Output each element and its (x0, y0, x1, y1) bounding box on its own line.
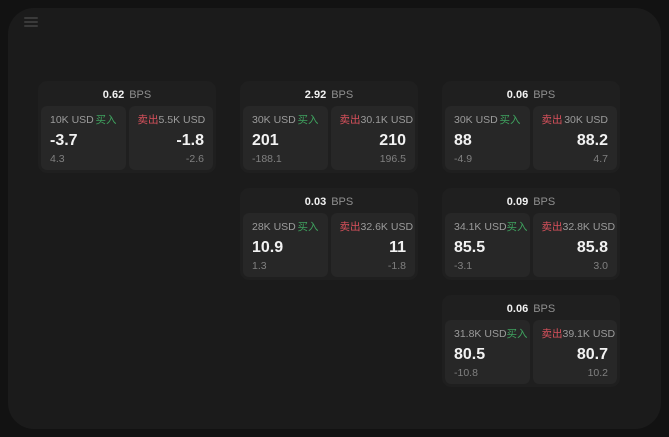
buy-label: 买入 (297, 114, 319, 126)
sell-price: 80.7 (576, 345, 608, 363)
bps-label: BPS (533, 196, 556, 208)
buy-label: 买入 (506, 221, 528, 233)
bps-label: BPS (129, 89, 152, 101)
quote-card: 0.03 BPS 28K USD 买入 10.9 1.3 卖出 32.6K US… (240, 188, 418, 280)
quote-panels: 31.8K USD 买入 80.5 -10.8 卖出 39.1K USD 80.… (445, 320, 617, 384)
quote-cards-grid: 0.62 BPS 10K USD 买入 -3.7 4.3 卖出 5.5K USD… (38, 81, 620, 387)
sell-label: 卖出 (541, 221, 563, 233)
buy-amount: 30K USD (454, 114, 498, 126)
sell-panel[interactable]: 卖出 30.1K USD 210 196.5 (330, 106, 415, 170)
buy-panel[interactable]: 30K USD 买入 201 -188.1 (243, 106, 328, 170)
app-window: 0.62 BPS 10K USD 买入 -3.7 4.3 卖出 5.5K USD… (8, 8, 661, 429)
sell-delta: -2.6 (185, 153, 204, 165)
bps-value: 0.06 (506, 89, 529, 101)
quote-card: 0.06 BPS 30K USD 买入 88 -4.9 卖出 30K USD 8… (442, 81, 620, 173)
buy-panel[interactable]: 10K USD 买入 -3.7 4.3 (41, 106, 126, 170)
bps-value: 0.62 (102, 89, 125, 101)
sell-panel[interactable]: 卖出 32.8K USD 85.8 3.0 (532, 213, 617, 277)
sell-amount: 5.5K USD (158, 114, 206, 126)
card-header: 2.92 BPS (243, 84, 415, 106)
sell-label: 卖出 (339, 114, 361, 126)
buy-label: 买入 (297, 221, 319, 233)
sell-amount: 30.1K USD (360, 114, 414, 126)
buy-label: 买入 (95, 114, 117, 126)
buy-delta: -10.8 (454, 367, 478, 379)
buy-label: 买入 (506, 328, 528, 340)
buy-delta: -3.1 (454, 260, 473, 272)
buy-amount: 10K USD (50, 114, 94, 126)
sell-price: 210 (379, 131, 406, 149)
buy-panel[interactable]: 31.8K USD 买入 80.5 -10.8 (445, 320, 530, 384)
quote-card: 2.92 BPS 30K USD 买入 201 -188.1 卖出 30.1K … (240, 81, 418, 173)
sell-delta: 10.2 (587, 367, 608, 379)
buy-price: 201 (252, 131, 279, 149)
quote-card: 0.09 BPS 34.1K USD 买入 85.5 -3.1 卖出 32.8K… (442, 188, 620, 280)
buy-delta: -188.1 (252, 153, 282, 165)
buy-delta: 4.3 (50, 153, 65, 165)
bps-value: 0.06 (506, 303, 529, 315)
sell-panel[interactable]: 卖出 5.5K USD -1.8 -2.6 (128, 106, 213, 170)
buy-amount: 31.8K USD (454, 328, 507, 340)
quote-panels: 30K USD 买入 201 -188.1 卖出 30.1K USD 210 1… (243, 106, 415, 170)
card-header: 0.03 BPS (243, 191, 415, 213)
hamburger-menu-icon[interactable] (24, 16, 38, 28)
buy-price: 80.5 (454, 345, 486, 363)
sell-label: 卖出 (137, 114, 159, 126)
sell-label: 卖出 (541, 328, 563, 340)
sell-panel[interactable]: 卖出 39.1K USD 80.7 10.2 (532, 320, 617, 384)
quote-panels: 34.1K USD 买入 85.5 -3.1 卖出 32.8K USD 85.8… (445, 213, 617, 277)
sell-delta: 4.7 (593, 153, 608, 165)
bps-label: BPS (331, 196, 354, 208)
buy-panel[interactable]: 30K USD 买入 88 -4.9 (445, 106, 530, 170)
sell-delta: 3.0 (593, 260, 608, 272)
sell-panel[interactable]: 卖出 30K USD 88.2 4.7 (532, 106, 617, 170)
buy-amount: 28K USD (252, 221, 296, 233)
card-header: 0.06 BPS (445, 84, 617, 106)
card-header: 0.09 BPS (445, 191, 617, 213)
buy-price: -3.7 (50, 131, 78, 149)
buy-delta: -4.9 (454, 153, 473, 165)
sell-amount: 32.6K USD (360, 221, 414, 233)
sell-delta: 196.5 (379, 153, 406, 165)
bps-value: 0.09 (506, 196, 529, 208)
sell-label: 卖出 (339, 221, 361, 233)
buy-amount: 34.1K USD (454, 221, 507, 233)
sell-price: 88.2 (576, 131, 608, 149)
bps-value: 0.03 (304, 196, 327, 208)
sell-panel[interactable]: 卖出 32.6K USD 11 -1.8 (330, 213, 415, 277)
sell-price: 11 (389, 238, 406, 256)
buy-panel[interactable]: 34.1K USD 买入 85.5 -3.1 (445, 213, 530, 277)
sell-delta: -1.8 (387, 260, 406, 272)
buy-price: 88 (454, 131, 472, 149)
buy-amount: 30K USD (252, 114, 296, 126)
sell-amount: 32.8K USD (562, 221, 616, 233)
quote-panels: 28K USD 买入 10.9 1.3 卖出 32.6K USD 11 -1.8 (243, 213, 415, 277)
quote-panels: 30K USD 买入 88 -4.9 卖出 30K USD 88.2 4.7 (445, 106, 617, 170)
sell-price: -1.8 (176, 131, 204, 149)
card-header: 0.06 BPS (445, 298, 617, 320)
card-header: 0.62 BPS (41, 84, 213, 106)
sell-amount: 39.1K USD (562, 328, 616, 340)
bps-label: BPS (533, 303, 556, 315)
quote-card: 0.06 BPS 31.8K USD 买入 80.5 -10.8 卖出 39.1… (442, 295, 620, 387)
sell-label: 卖出 (541, 114, 563, 126)
buy-panel[interactable]: 28K USD 买入 10.9 1.3 (243, 213, 328, 277)
bps-value: 2.92 (304, 89, 327, 101)
buy-label: 买入 (499, 114, 521, 126)
buy-price: 85.5 (454, 238, 486, 256)
quote-panels: 10K USD 买入 -3.7 4.3 卖出 5.5K USD -1.8 -2.… (41, 106, 213, 170)
quote-card: 0.62 BPS 10K USD 买入 -3.7 4.3 卖出 5.5K USD… (38, 81, 216, 173)
bps-label: BPS (331, 89, 354, 101)
bps-label: BPS (533, 89, 556, 101)
buy-price: 10.9 (252, 238, 284, 256)
sell-amount: 30K USD (564, 114, 608, 126)
buy-delta: 1.3 (252, 260, 267, 272)
sell-price: 85.8 (576, 238, 608, 256)
